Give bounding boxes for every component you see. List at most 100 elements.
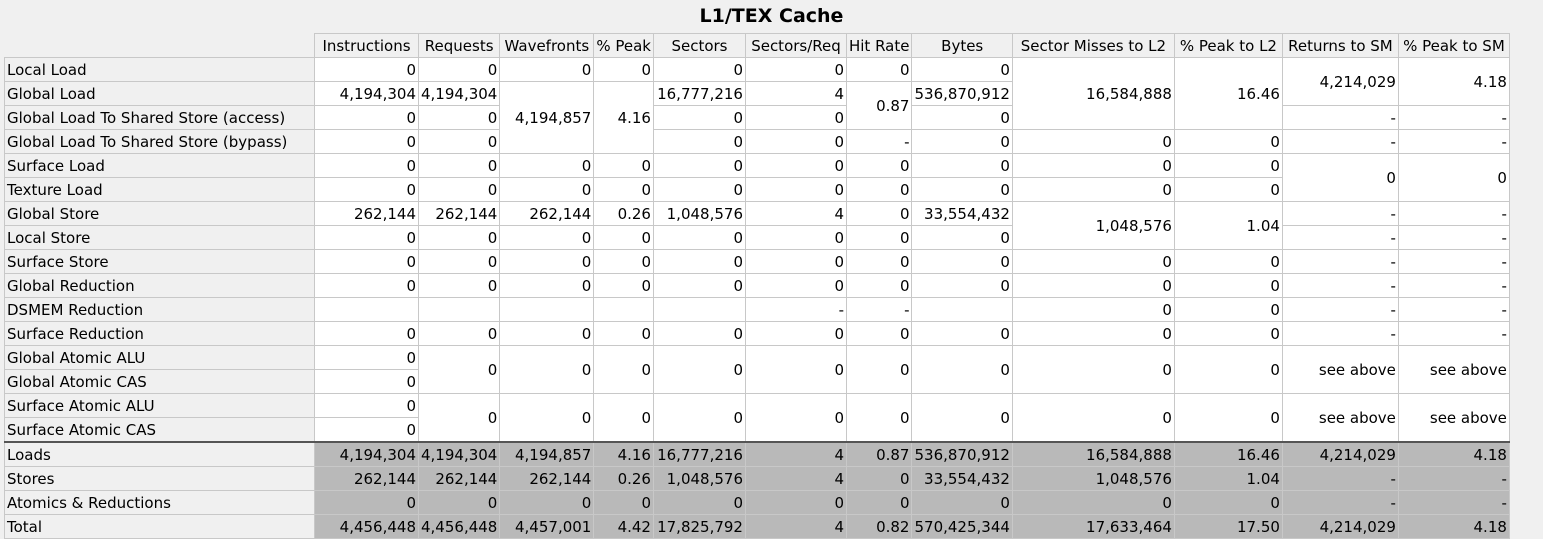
cell-returns-to-sm: 4,214,029	[1281, 514, 1399, 539]
cell-peak-to-l2: 0	[1173, 393, 1283, 443]
table-row[interactable]: Surface Load 0 0 0 0 0 0 0 0 0 0 0 0	[4, 153, 1510, 202]
cell-wavefronts: 0	[499, 321, 595, 346]
cell-bytes: 0	[911, 321, 1013, 346]
cell-requests: 0	[417, 393, 501, 443]
cell-requests: 0	[417, 177, 501, 202]
cell-peak-to-sm: -	[1397, 297, 1510, 322]
cell-sectors: 0	[652, 345, 746, 394]
cell-peak-to-sm: 0	[1397, 153, 1510, 202]
cell-sectors-per-req: 0	[744, 153, 847, 178]
cell-peak-to-l2: 0	[1173, 273, 1283, 298]
row-label: Global Load To Shared Store (bypass)	[4, 129, 315, 154]
cell-wavefronts: 0	[499, 225, 595, 250]
table-row[interactable]: Global Reduction 0 0 0 0 0 0 0 0 0 0- -	[4, 273, 1510, 298]
col-header-peak-to-sm[interactable]: % Peak to SM	[1397, 33, 1510, 58]
table-row[interactable]: Surface Atomic ALU 0 0 0 0 0 0 0 0 0 0 see above see…	[4, 393, 1510, 443]
table-row[interactable]: Local Store 0 0 0 0 0 0 0 0- -	[4, 225, 1510, 250]
cell-returns-to-sm: -	[1281, 490, 1399, 515]
table-row[interactable]: DSMEM Reduction - -0 0- -	[4, 297, 1510, 322]
cell-returns-to-sm: -	[1281, 273, 1399, 298]
row-label: Total	[4, 514, 315, 539]
col-header-sector-misses-to-l2[interactable]: Sector Misses to L2	[1011, 33, 1175, 58]
cell-peak-to-sm: see above	[1397, 345, 1510, 394]
col-header-sectors[interactable]: Sectors	[652, 33, 746, 58]
cell-hit-rate: 0.87	[845, 81, 913, 130]
cell-peak: 0	[593, 249, 654, 274]
table-row[interactable]: Local Load 0 0 0 0 0 0 0 0 16,584,888 16.46 4,214,0…	[4, 57, 1510, 130]
table-row[interactable]: Surface Atomic CAS 0	[4, 417, 1510, 443]
cell-peak-to-l2: 16.46	[1173, 441, 1283, 467]
row-label: Surface Load	[4, 153, 315, 178]
cell-instructions: 0	[314, 273, 419, 298]
cell-instructions: 0	[314, 369, 419, 394]
cell-wavefronts: 0	[499, 153, 595, 178]
cell-wavefronts	[499, 297, 595, 322]
col-header-peak[interactable]: % Peak	[593, 33, 654, 58]
cell-hit-rate: -	[845, 297, 913, 322]
cell-bytes: 0	[911, 177, 1013, 202]
cell-peak-to-sm: -	[1397, 129, 1510, 154]
cell-instructions: 0	[314, 249, 419, 274]
cell-bytes: 33,554,432	[911, 201, 1013, 226]
cell-sectors: 0	[652, 249, 746, 274]
table-row[interactable]: Global Store 262,144 262,144 262,144 0.26 1,0…	[4, 201, 1510, 250]
cell-hit-rate: 0	[845, 201, 913, 226]
cell-hit-rate: 0	[845, 273, 913, 298]
cell-requests: 0	[417, 321, 501, 346]
summary-row[interactable]: Loads 4,194,304 4,194,304 4,194,857 4.16 16,7…	[4, 441, 1510, 467]
table-row[interactable]: Surface Store 0 0 0 0 0 0 0 0 0 0- -	[4, 249, 1510, 274]
cell-hit-rate: 0	[845, 345, 913, 394]
cell-peak-to-sm: -	[1397, 273, 1510, 298]
cell-returns-to-sm: 4,214,029	[1281, 57, 1399, 106]
col-header-sectors-per-req[interactable]: Sectors/Req	[744, 33, 847, 58]
col-header-instructions[interactable]: Instructions	[314, 33, 419, 58]
corner-cell	[4, 33, 315, 58]
row-label: Global Load	[4, 81, 315, 106]
row-label: Atomics & Reductions	[4, 490, 315, 515]
cell-instructions: 262,144	[314, 466, 419, 491]
cell-sectors-per-req: 0	[744, 177, 847, 202]
cell-wavefronts: 0	[499, 393, 595, 443]
cell-instructions: 0	[314, 393, 419, 418]
cell-returns-to-sm: see above	[1281, 345, 1399, 394]
cell-requests: 0	[417, 225, 501, 250]
cell-sectors: 0	[652, 490, 746, 515]
cell-peak: 0	[593, 177, 654, 202]
cell-returns-to-sm: -	[1281, 321, 1399, 346]
col-header-bytes[interactable]: Bytes	[911, 33, 1013, 58]
table-row[interactable]: Surface Reduction 0 0 0 0 0 0 0 0 0 0- -	[4, 321, 1510, 346]
cell-returns-to-sm: -	[1281, 105, 1399, 130]
cell-peak-to-sm: -	[1397, 201, 1510, 226]
cell-bytes: 33,554,432	[911, 466, 1013, 491]
row-label: Stores	[4, 466, 315, 491]
cell-returns-to-sm: -	[1281, 225, 1399, 250]
col-header-peak-to-l2[interactable]: % Peak to L2	[1173, 33, 1283, 58]
cell-sectors: 1,048,576	[652, 466, 746, 491]
cell-sectors	[652, 297, 746, 322]
cell-bytes: 0	[911, 153, 1013, 178]
summary-row[interactable]: Atomics & Reductions 0 0 0 0 0 0 0 0 0 0- -	[4, 490, 1510, 515]
cell-peak: 0	[593, 273, 654, 298]
col-header-wavefronts[interactable]: Wavefronts	[499, 33, 595, 58]
col-header-returns-to-sm[interactable]: Returns to SM	[1281, 33, 1399, 58]
col-header-hit-rate[interactable]: Hit Rate	[845, 33, 913, 58]
cell-peak: 0	[593, 153, 654, 178]
cell-returns-to-sm: -	[1281, 129, 1399, 154]
cell-requests: 0	[417, 57, 501, 82]
cell-requests	[417, 297, 501, 322]
cell-sectors-per-req: 0	[744, 57, 847, 82]
cell-bytes: 0	[911, 57, 1013, 82]
summary-row[interactable]: Total 4,456,448 4,456,448 4,457,001 4.42 17,8…	[4, 514, 1510, 539]
table-row[interactable]: Global Atomic ALU 0 0 0 0 0 0 0 0 0 0 see above see …	[4, 345, 1510, 394]
cell-peak-to-l2: 0	[1173, 321, 1283, 346]
cell-bytes: 0	[911, 490, 1013, 515]
summary-row[interactable]: Stores 262,144 262,144 262,144 0.26 1,048,576…	[4, 466, 1510, 491]
cell-peak-to-l2: 17.50	[1173, 514, 1283, 539]
table-row[interactable]: Global Load To Shared Store (access) 0 0 0 0…	[4, 105, 1510, 130]
cell-sectors: 16,777,216	[652, 81, 746, 106]
col-header-requests[interactable]: Requests	[417, 33, 501, 58]
cell-returns-to-sm: -	[1281, 249, 1399, 274]
row-label: Global Reduction	[4, 273, 315, 298]
cell-hit-rate: 0.87	[845, 441, 913, 467]
table-row[interactable]: Global Load To Shared Store (bypass) 0 0 0 0…	[4, 129, 1510, 154]
